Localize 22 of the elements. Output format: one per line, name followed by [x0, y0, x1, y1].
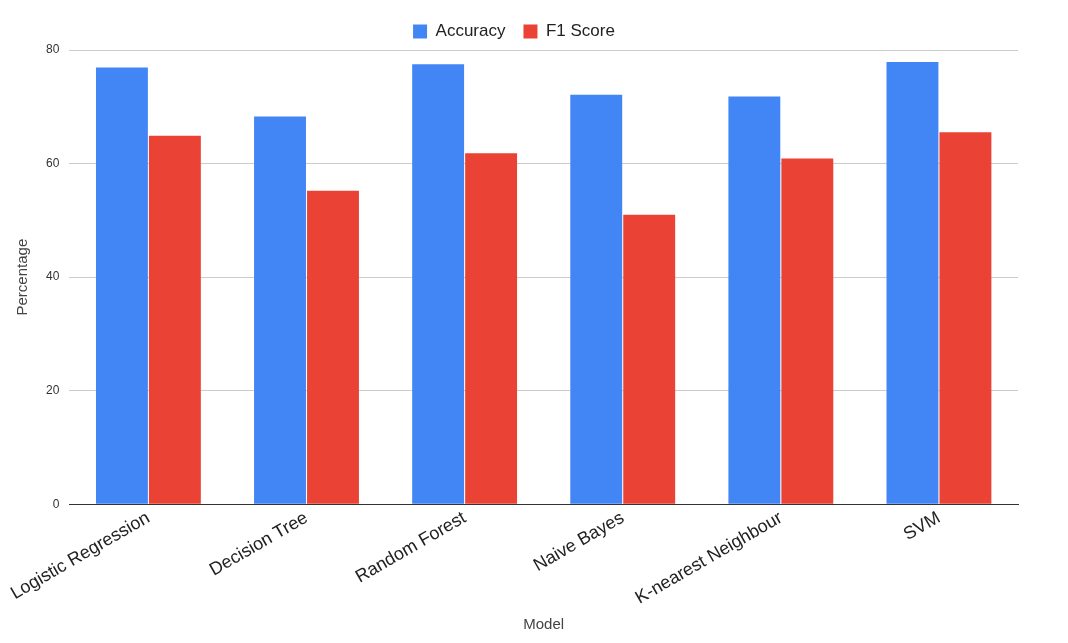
legend-label: F1 Score: [545, 21, 615, 41]
bar: [412, 64, 465, 504]
y-tick-label: 60: [45, 155, 60, 170]
bar: [886, 61, 939, 504]
bar: [465, 153, 518, 504]
bar: [623, 214, 676, 504]
y-tick-label: 0: [52, 496, 60, 511]
y-tick-label: 40: [45, 269, 60, 284]
y-tick-label: 20: [45, 383, 60, 397]
x-tick-label: SVM: [899, 507, 944, 544]
y-axis-title: Percentage: [13, 238, 31, 316]
bar: [939, 132, 992, 504]
bar: [95, 67, 148, 504]
bar: [728, 96, 781, 504]
y-tick-label: 80: [45, 42, 60, 57]
x-axis-title: Model: [523, 615, 565, 633]
bar: [307, 190, 359, 504]
bar: [781, 158, 834, 504]
bar: [254, 116, 306, 504]
bar: [148, 135, 201, 504]
legend-label: Accuracy: [435, 21, 506, 41]
bar: [570, 94, 623, 504]
